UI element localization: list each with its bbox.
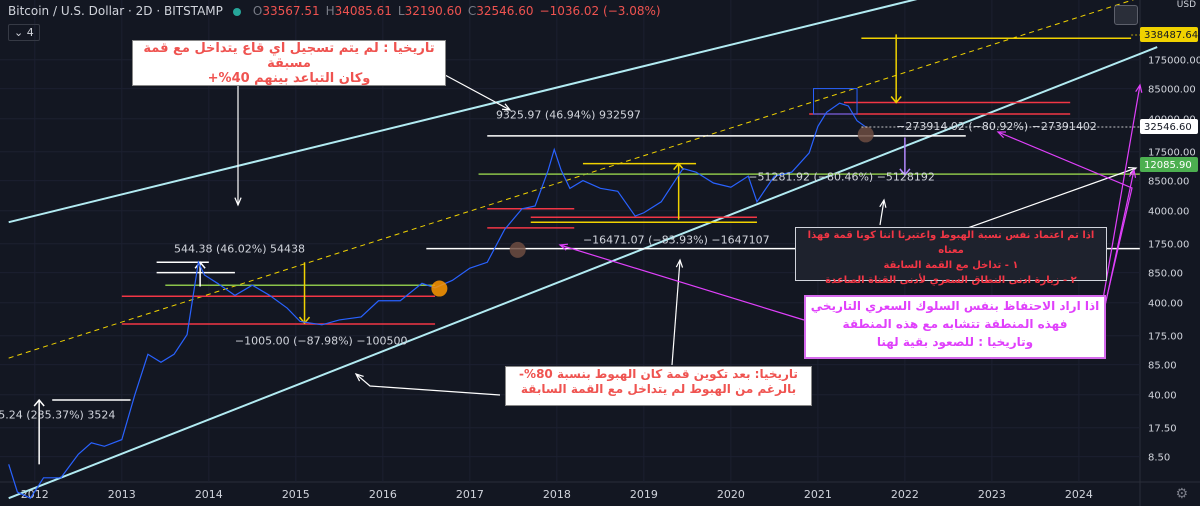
range-label: −1005.00 (−87.98%) −100500 xyxy=(235,335,408,348)
range-label: −16471.07 (−83.93%) −1647107 xyxy=(583,234,770,247)
x-tick-label: 2016 xyxy=(369,488,397,501)
price-axis-label: 12085.90 xyxy=(1140,157,1198,172)
screenshot-button[interactable] xyxy=(1114,5,1138,25)
channel-lower-line xyxy=(8,46,1158,500)
peak-box xyxy=(813,88,858,115)
arrow-head xyxy=(673,162,685,171)
arrow-head xyxy=(1127,166,1138,174)
x-tick-label: 2014 xyxy=(195,488,223,501)
x-tick-label: 2020 xyxy=(717,488,745,501)
gear-icon[interactable]: ⚙ xyxy=(1175,486,1188,502)
annotation-arrow xyxy=(1101,169,1135,321)
y-tick-label: 8.50 xyxy=(1148,453,1170,464)
annotation-arrow xyxy=(671,259,681,366)
channel-upper-line xyxy=(8,0,918,224)
arrow-head xyxy=(501,103,512,111)
arrow-head xyxy=(1128,168,1137,178)
x-tick-label: 2021 xyxy=(804,488,832,501)
price-tag-bg xyxy=(1140,119,1198,134)
price-axis-label: 338487.64 xyxy=(1140,27,1198,42)
arrow-head xyxy=(33,398,45,407)
x-tick-label: 2023 xyxy=(978,488,1006,501)
highlight-circle xyxy=(431,280,448,297)
range-label: 35.24 (235.37%) 3524 xyxy=(0,409,115,422)
y-tick-label: 175000.00 xyxy=(1148,56,1200,67)
axis-unit: USD xyxy=(1176,0,1196,10)
y-tick-label: 850.00 xyxy=(1148,269,1183,280)
y-tick-label: 85000.00 xyxy=(1148,85,1196,96)
price-tag-text: 12085.90 xyxy=(1144,160,1192,171)
annotation-arrow xyxy=(355,373,501,396)
y-tick-label: 17500.00 xyxy=(1148,148,1196,159)
arrow-head xyxy=(890,96,902,104)
price-tag-bg xyxy=(1140,157,1198,172)
change-value: −1036.02 (−3.08%) xyxy=(539,4,661,18)
x-tick-label: 2017 xyxy=(456,488,484,501)
price-tag-bg xyxy=(1140,27,1198,42)
low-value: 32190.60 xyxy=(404,4,462,18)
arrow-head xyxy=(354,372,364,382)
arrow-head xyxy=(899,168,911,177)
highlight-circle xyxy=(509,241,526,258)
range-label: −51281.92 (−80.46%) −5128192 xyxy=(748,171,935,184)
x-tick-label: 2024 xyxy=(1065,488,1093,501)
range-label: 544.38 (46.02%) 54438 xyxy=(174,243,305,256)
market-status-icon xyxy=(232,7,241,16)
arrow-head xyxy=(1135,83,1143,93)
high-value: 34085.61 xyxy=(334,4,392,18)
arrow-head xyxy=(194,261,206,269)
range-label: −273914.02 (−80.92%) −27391402 xyxy=(896,120,1097,133)
annotation-arrow xyxy=(997,131,1133,319)
note-scenario: اذا تم اعتماد نفس نسبة الهبوط واعتبرنا ا… xyxy=(795,227,1107,286)
chart-header: Bitcoin / U.S. Dollar · 2D · BITSTAMP O33… xyxy=(8,4,661,18)
arrow-head xyxy=(675,258,684,268)
arrow-head xyxy=(996,131,1007,139)
x-tick-label: 2013 xyxy=(108,488,136,501)
y-tick-label: 40.00 xyxy=(1148,391,1177,402)
y-tick-label: 8500.00 xyxy=(1148,177,1189,188)
price-tag-text: 338487.64 xyxy=(1144,30,1198,41)
arrow-head xyxy=(234,197,242,207)
x-tick-label: 2018 xyxy=(543,488,571,501)
close-value: 32546.60 xyxy=(476,4,534,18)
x-tick-label: 2022 xyxy=(891,488,919,501)
range-label: 9325.97 (46.94%) 932597 xyxy=(496,109,641,122)
symbol-title[interactable]: Bitcoin / U.S. Dollar · 2D · BITSTAMP xyxy=(8,4,223,18)
x-tick-label: 2012 xyxy=(21,488,49,501)
x-tick-label: 2019 xyxy=(630,488,658,501)
open-value: 33567.51 xyxy=(262,4,320,18)
note-keep: اذا اراد الاحتفاظ بنفس السلوك السعري الت… xyxy=(804,295,1106,359)
y-tick-label: 17.50 xyxy=(1148,424,1177,435)
annotation-arrow xyxy=(1101,84,1141,306)
annotation-arrow xyxy=(559,244,805,321)
note-top: تاريخيا : لم يتم تسجيل اي قاع يتداخل مع … xyxy=(132,40,446,86)
arrow-head xyxy=(298,316,311,325)
y-tick-label: 175.00 xyxy=(1148,332,1183,343)
channel-mid-line xyxy=(8,0,1135,359)
arrow-head xyxy=(879,198,887,208)
y-tick-label: 85.00 xyxy=(1148,361,1177,372)
y-tick-label: 400.00 xyxy=(1148,299,1183,310)
highlight-circle xyxy=(857,126,874,143)
y-tick-label: 1750.00 xyxy=(1148,240,1189,251)
x-tick-label: 2015 xyxy=(282,488,310,501)
arrow-head xyxy=(558,243,569,251)
note-bottom: تاريخيا: بعد تكوين قمة كان الهبوط بنسبة … xyxy=(505,366,812,406)
indicator-toggle[interactable]: ⌄ 4 xyxy=(8,24,40,41)
y-tick-label: 4000.00 xyxy=(1148,207,1189,218)
annotation-arrow xyxy=(879,199,885,226)
annotation-arrow xyxy=(444,74,511,111)
price-tag-text: 32546.60 xyxy=(1144,122,1192,133)
price-series-line xyxy=(8,102,867,499)
price-axis-label: 32546.60 xyxy=(1140,119,1198,134)
